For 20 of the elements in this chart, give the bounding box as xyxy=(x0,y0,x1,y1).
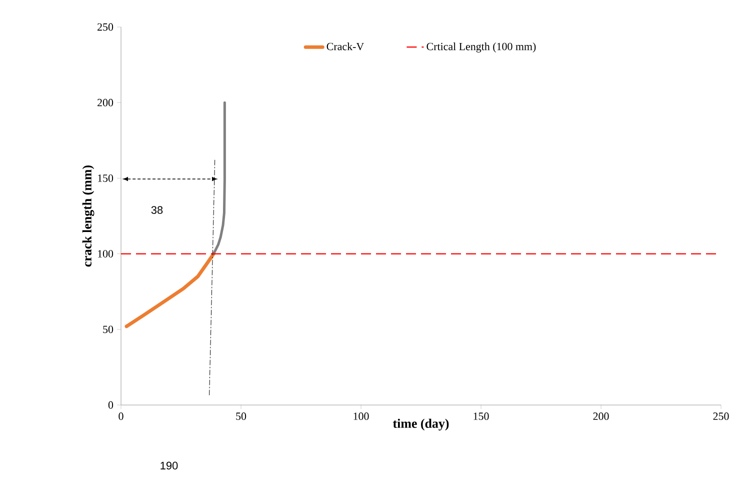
y-tick-label: 0 xyxy=(108,401,114,409)
legend-label: Crtical Length (100 mm) xyxy=(426,42,536,52)
x-axis-title: time (day) xyxy=(392,418,449,431)
line-series xyxy=(124,252,216,328)
text: 190 xyxy=(160,462,178,470)
y-tick-label: 50 xyxy=(103,326,114,334)
x-tick-label: 150 xyxy=(474,412,489,420)
x-tick-label: 0 xyxy=(118,412,124,420)
annotation: 38 xyxy=(151,206,163,214)
y-tick-label: 100 xyxy=(98,250,114,258)
x-tick-label: 50 xyxy=(236,412,246,420)
x-tick-label: 250 xyxy=(713,412,729,420)
legend-label: Crack-V xyxy=(326,42,364,50)
y-tick-label: 250 xyxy=(98,23,114,31)
y-tick-label: 150 xyxy=(98,174,114,182)
x-tick-label: 100 xyxy=(354,412,369,420)
y-tick-label: 200 xyxy=(98,98,114,106)
line-series xyxy=(212,101,226,256)
y-axis-title: crack length (mm) xyxy=(82,166,94,267)
x-tick-label: 200 xyxy=(593,412,609,420)
